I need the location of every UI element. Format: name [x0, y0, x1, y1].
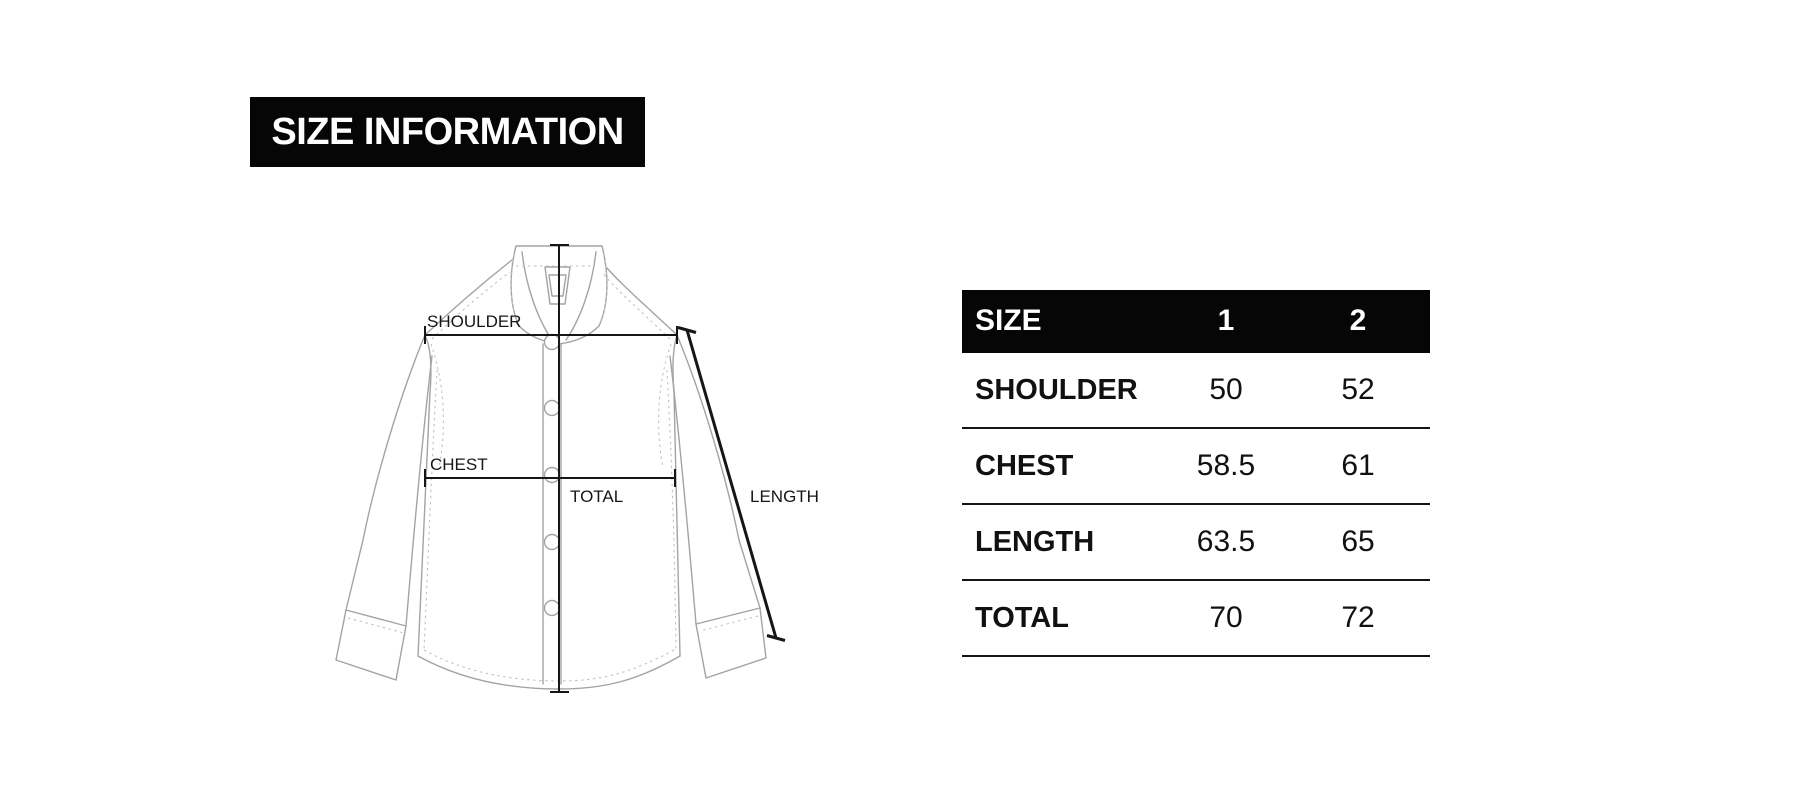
button-1 [543, 333, 561, 351]
row-value-size1: 63.5 [1196, 525, 1256, 558]
right-cuff [695, 607, 767, 679]
diagram-label-length: LENGTH [750, 487, 819, 506]
button-2 [543, 399, 561, 417]
row-value-size2: 61 [1341, 449, 1375, 482]
left-sleeve-inner [405, 355, 433, 627]
row-label: TOTAL [975, 601, 1069, 634]
diagram-label-total: TOTAL [570, 487, 623, 506]
measurement-lines [424, 244, 678, 693]
shirt-diagram-svg: SHOULDER CHEST TOTAL LENGTH [335, 244, 819, 693]
size-table-header-label: SIZE [975, 303, 1042, 337]
size-table-header-col-1: 1 [1217, 303, 1235, 337]
collar-hanger-loop-inner [548, 274, 567, 297]
right-sleeve-outer [676, 334, 761, 609]
row-value-size1: 70 [1209, 601, 1243, 634]
table-row-chest: CHEST 58.5 61 [962, 429, 1430, 505]
button-4 [543, 533, 561, 551]
table-row-length: LENGTH 63.5 65 [962, 505, 1430, 581]
collar-hanger-loop [544, 266, 571, 305]
diagram-labels: SHOULDER CHEST TOTAL LENGTH [427, 312, 819, 506]
size-table: SIZE 1 2 SHOULDER 50 52 CHEST 58.5 61 LE… [962, 290, 1430, 657]
length-measure-line [677, 326, 786, 642]
row-label: LENGTH [975, 525, 1095, 558]
table-row-total: TOTAL 70 72 [962, 581, 1430, 657]
left-sleeve-outer [345, 334, 426, 611]
row-label: SHOULDER [975, 373, 1138, 406]
size-table-header-row: SIZE 1 2 [962, 290, 1430, 353]
row-value-size1: 58.5 [1196, 449, 1256, 482]
diagram-label-chest: CHEST [430, 455, 488, 474]
left-cuff [335, 609, 407, 681]
right-sleeve-inner [669, 355, 697, 625]
size-table-header-col-2: 2 [1349, 303, 1367, 337]
row-value-size2: 52 [1341, 373, 1375, 406]
row-label: CHEST [975, 449, 1074, 482]
shirt-measurement-diagram: SHOULDER CHEST TOTAL LENGTH [260, 230, 820, 730]
row-value-size2: 65 [1341, 525, 1375, 558]
button-5 [543, 599, 561, 617]
page-title: SIZE INFORMATION [250, 97, 645, 167]
diagram-label-shoulder: SHOULDER [427, 312, 521, 331]
button-3 [543, 466, 561, 484]
row-value-size1: 50 [1209, 373, 1243, 406]
shirt-buttons [543, 333, 561, 617]
table-row-shoulder: SHOULDER 50 52 [962, 353, 1430, 429]
row-value-size2: 72 [1341, 601, 1375, 634]
page-title-text: SIZE INFORMATION [271, 110, 624, 153]
